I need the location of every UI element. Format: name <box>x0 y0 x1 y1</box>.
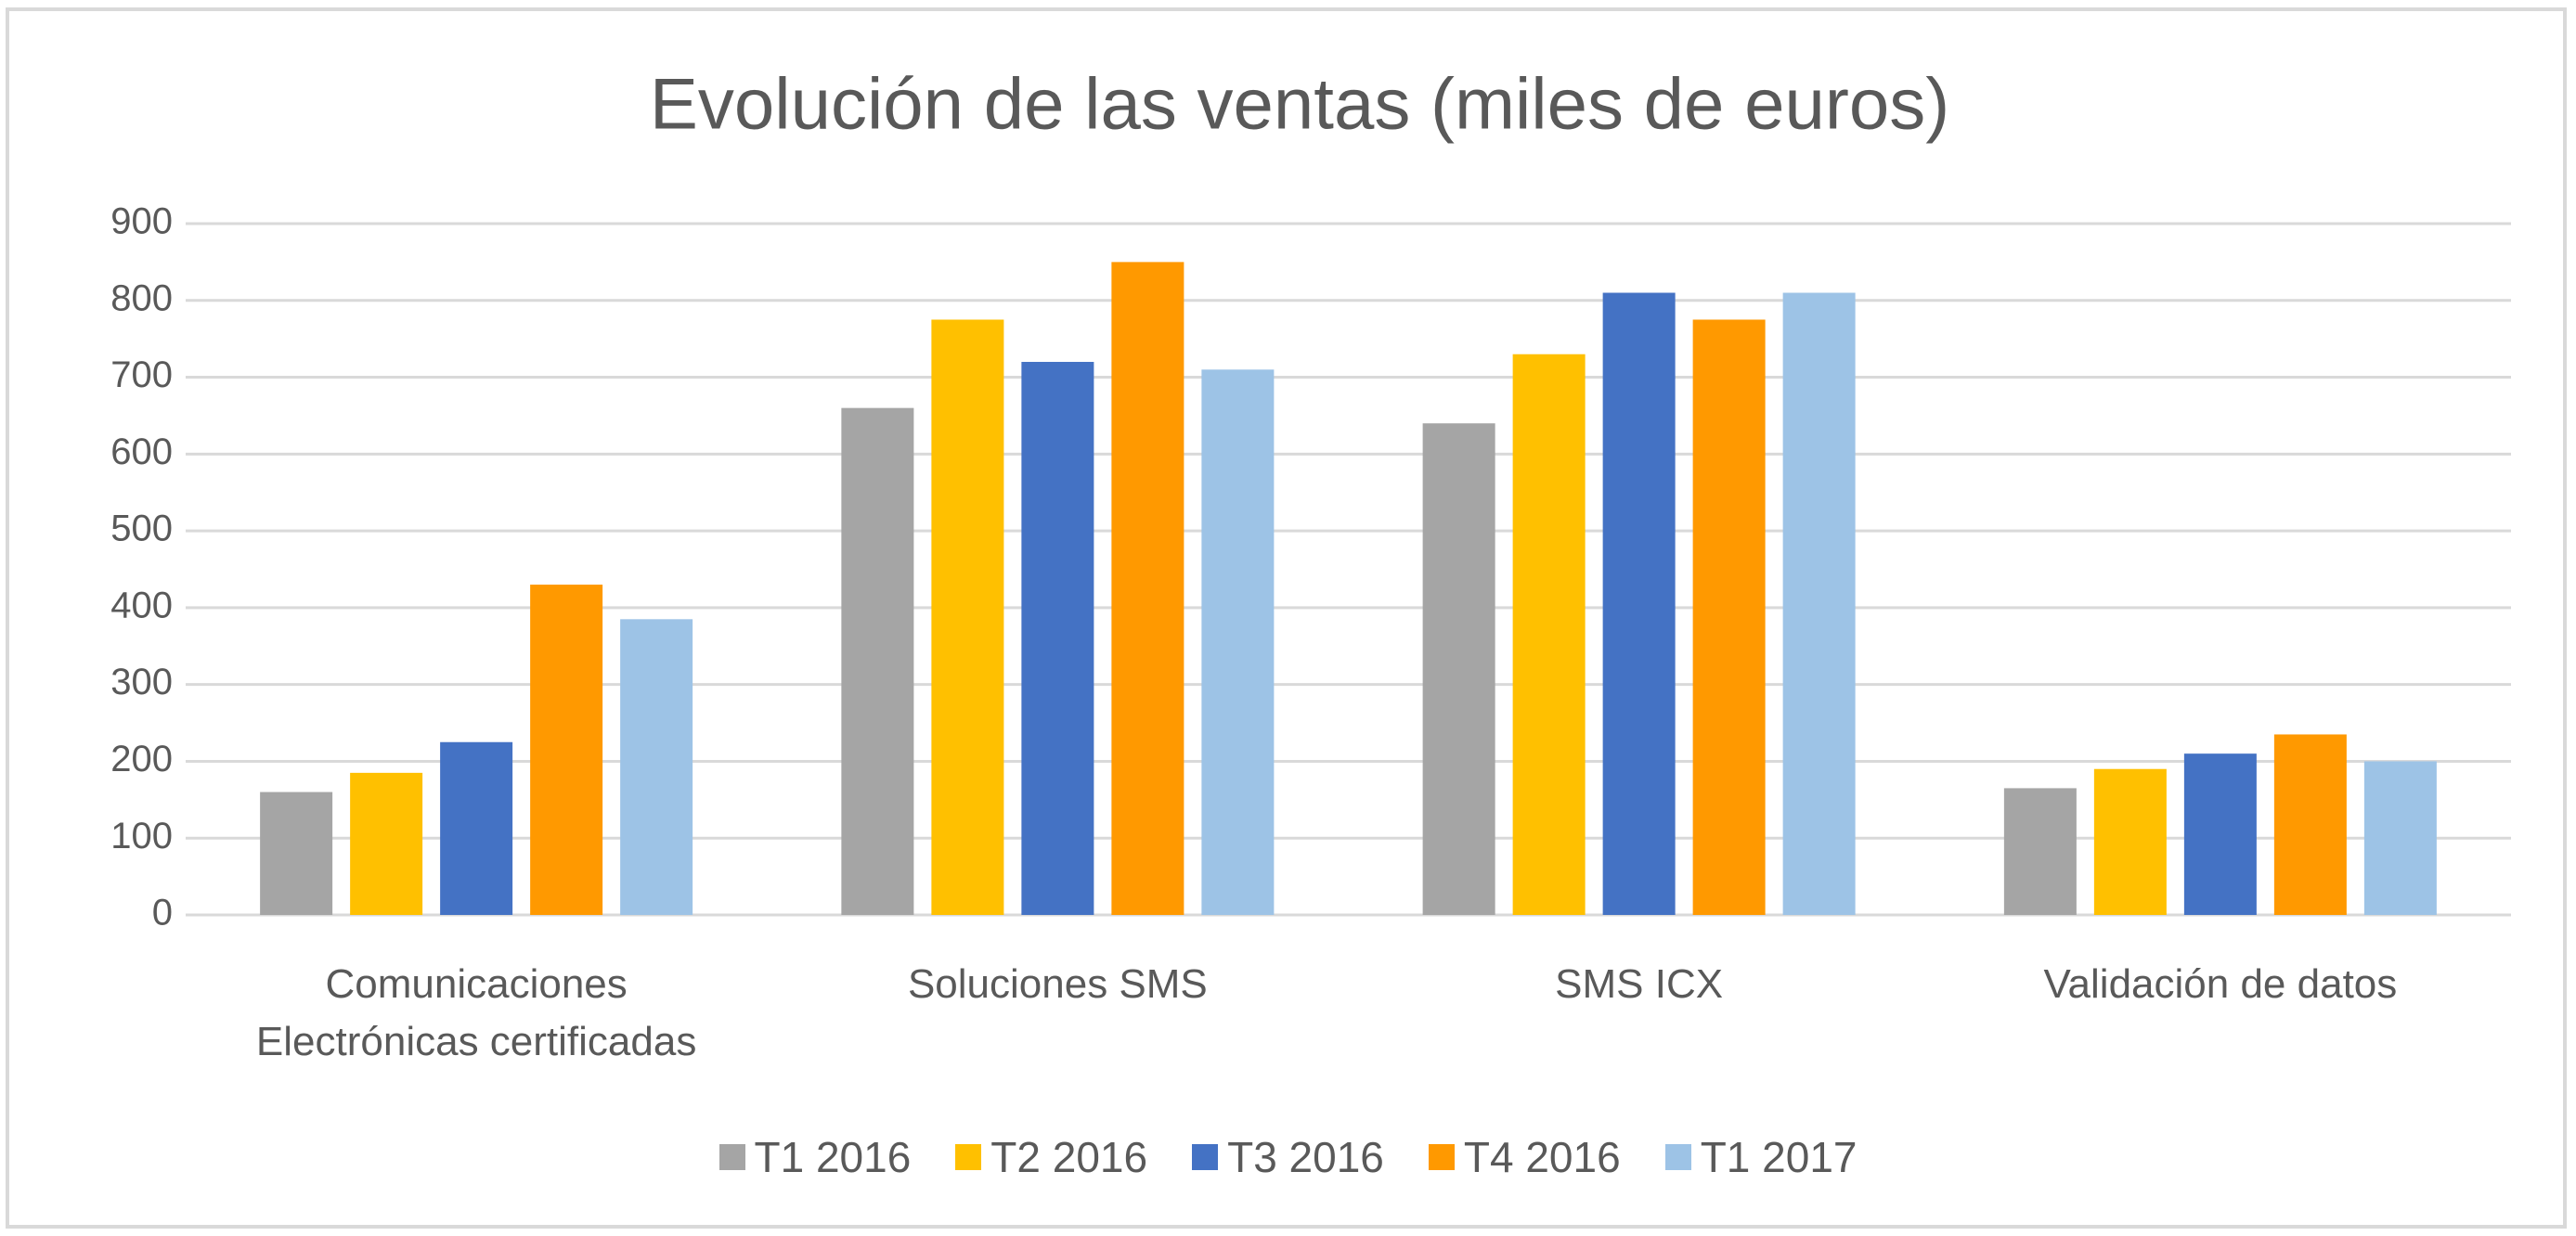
chart-frame <box>6 7 2567 1229</box>
bar <box>1602 292 1676 915</box>
legend-swatch <box>1428 1144 1455 1170</box>
y-tick-label: 400 <box>110 585 173 625</box>
legend-swatch <box>1192 1144 1219 1170</box>
y-tick-label: 500 <box>110 509 173 549</box>
bar <box>2273 734 2347 915</box>
legend-label: T3 2016 <box>1227 1133 1384 1181</box>
legend-item: T3 2016 <box>1192 1132 1384 1182</box>
bar <box>260 792 333 915</box>
bar <box>1111 262 1184 915</box>
y-tick-label: 100 <box>110 816 173 856</box>
legend-label: T1 2017 <box>1700 1133 1858 1181</box>
legend-item: T2 2016 <box>955 1132 1147 1182</box>
legend: T1 2016 T2 2016 T3 2016 T4 2016 T1 2017 <box>0 1132 2576 1182</box>
y-tick-label: 300 <box>110 662 173 702</box>
bar <box>2093 768 2167 915</box>
y-tick-label: 200 <box>110 739 173 779</box>
bar <box>1512 354 1586 915</box>
legend-item: T4 2016 <box>1428 1132 1621 1182</box>
legend-swatch <box>955 1144 982 1170</box>
bar <box>2183 753 2257 915</box>
legend-item: T1 2016 <box>718 1132 912 1182</box>
y-tick-label: 700 <box>110 354 173 395</box>
legend-swatch <box>1664 1144 1691 1170</box>
bar <box>841 407 914 916</box>
bar <box>2363 761 2437 915</box>
bar <box>350 772 423 915</box>
bar <box>1692 319 1766 915</box>
bar <box>620 619 693 915</box>
bar <box>1201 369 1275 915</box>
y-tick-label: 0 <box>152 893 173 933</box>
x-tick-label: Soluciones SMS <box>907 961 1208 1007</box>
bar <box>2003 788 2077 915</box>
y-tick-label: 600 <box>110 431 173 472</box>
bar <box>1021 362 1094 915</box>
x-tick-label: Validación de datos <box>2043 961 2398 1007</box>
bar <box>1782 292 1856 915</box>
legend-label: T4 2016 <box>1463 1133 1621 1181</box>
bar <box>931 319 1004 915</box>
y-tick-label: 800 <box>110 277 173 318</box>
bar <box>440 741 513 915</box>
bar <box>530 585 603 915</box>
legend-label: T2 2016 <box>990 1133 1148 1181</box>
legend-label: T1 2016 <box>754 1133 912 1181</box>
x-tick-label: Comunicaciones Electrónicas certificadas <box>255 961 697 1064</box>
legend-item: T1 2017 <box>1664 1132 1858 1182</box>
legend-swatch <box>718 1144 745 1170</box>
y-tick-label: 900 <box>110 201 173 242</box>
bar <box>1422 423 1495 915</box>
chart-title: Evolución de las ventas (miles de euros) <box>650 63 1949 145</box>
x-tick-label: SMS ICX <box>1555 961 1724 1007</box>
